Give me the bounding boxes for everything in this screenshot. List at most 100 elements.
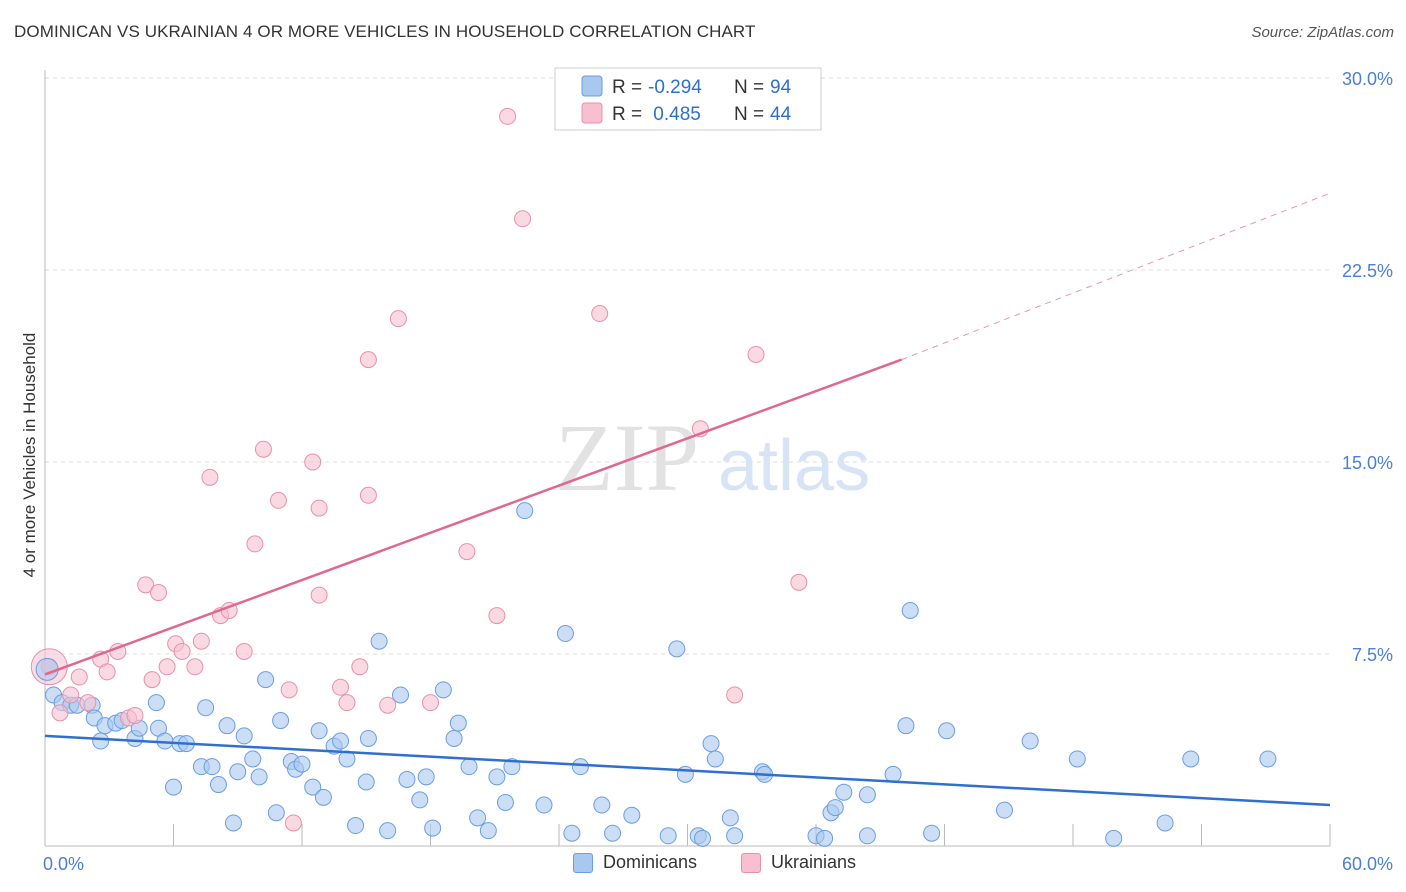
- dominican-point: [304, 778, 322, 796]
- ukrainian-point: [186, 658, 204, 676]
- legend-swatch-dominicans: [581, 75, 603, 97]
- dominican-point: [503, 758, 521, 776]
- ukrainian-point: [62, 686, 80, 704]
- ukrainian-point: [359, 486, 377, 504]
- x-tick-label-max: 60.0%: [1342, 854, 1393, 874]
- legend-n-label-1: N =: [734, 77, 764, 98]
- dominican-point: [417, 768, 435, 786]
- ukrainian-point: [499, 107, 517, 125]
- dominican-point: [816, 829, 834, 847]
- dominican-point: [901, 601, 919, 619]
- dominican-point-large: [35, 657, 59, 681]
- dominican-point: [923, 824, 941, 842]
- dominican-point: [858, 827, 876, 845]
- ukrainian-point: [379, 696, 397, 714]
- dominican-point: [224, 814, 242, 832]
- ukrainian-point: [359, 351, 377, 369]
- y-tick-label: 30.0%: [1342, 69, 1393, 89]
- dominican-point: [147, 694, 165, 712]
- dominican-point: [370, 632, 388, 650]
- dominican-point: [469, 809, 487, 827]
- ukrainian-point: [137, 576, 155, 594]
- dominican-point: [693, 829, 711, 847]
- ukrainian-point: [70, 668, 88, 686]
- legend-label-ukrainians: Ukrainians: [771, 852, 857, 872]
- dominican-point: [516, 502, 534, 520]
- ukrainian-point: [126, 706, 144, 724]
- ukrainian-point: [310, 586, 328, 604]
- dominican-trend-line: [44, 734, 1331, 807]
- ukrainian-point: [514, 210, 532, 228]
- dominican-point: [604, 824, 622, 842]
- y-tick-label: 15.0%: [1342, 453, 1393, 473]
- dominican-point: [702, 735, 720, 753]
- dominican-point: [1259, 750, 1277, 768]
- x-tick-label-min: 0.0%: [43, 854, 84, 874]
- ukrainian-point: [304, 453, 322, 471]
- y-tick-label: 7.5%: [1352, 645, 1393, 665]
- dominican-point: [623, 806, 641, 824]
- ukrainian-point: [246, 535, 264, 553]
- dominican-point: [668, 640, 686, 658]
- dominican-point: [563, 824, 581, 842]
- ukrainian-trend-line: [44, 358, 903, 676]
- dominican-point: [235, 727, 253, 745]
- ukrainian-point: [51, 704, 69, 722]
- trend-lines: [44, 192, 1331, 807]
- dominican-point: [726, 827, 744, 845]
- ukrainian-point: [269, 491, 287, 509]
- dominican-point: [1182, 750, 1200, 768]
- ukrainian-point: [98, 663, 116, 681]
- dominican-point: [556, 625, 574, 643]
- ukrainian-trend-extension: [901, 192, 1331, 361]
- dominican-point: [272, 712, 290, 730]
- dominican-point: [310, 722, 328, 740]
- dominican-point: [593, 796, 611, 814]
- legend-r-label-1: R =: [612, 77, 642, 98]
- source-credit: Source: ZipAtlas.com: [1251, 24, 1394, 41]
- data-points: [30, 107, 1277, 847]
- dominican-point: [479, 822, 497, 840]
- legend-r-label-2: R =: [612, 104, 642, 125]
- ukrainian-point: [458, 543, 476, 561]
- ukrainian-point: [284, 814, 302, 832]
- dominican-point: [938, 722, 956, 740]
- dominican-point: [229, 763, 247, 781]
- legend-n-label-2: N =: [734, 104, 764, 125]
- dominican-point: [571, 758, 589, 776]
- dominican-point: [995, 801, 1013, 819]
- dominican-point: [1105, 829, 1123, 847]
- y-tick-label: 22.5%: [1342, 261, 1393, 281]
- dominican-point: [314, 788, 332, 806]
- ukrainian-point: [150, 584, 168, 602]
- dominican-point: [496, 793, 514, 811]
- legend-label-dominicans: Dominicans: [603, 852, 698, 872]
- dominican-point: [488, 768, 506, 786]
- ukrainian-point: [254, 440, 272, 458]
- legend-item-ukrainians: Ukrainians: [741, 852, 856, 873]
- legend-top: R = -0.294 N = 94 R = 0.485 N = 44: [554, 67, 822, 131]
- dominican-point: [347, 817, 365, 835]
- ukrainian-point: [488, 607, 506, 625]
- ukrainian-point: [310, 499, 328, 517]
- dominican-point: [250, 768, 268, 786]
- x-tick-labels: 0.0% 60.0%: [43, 854, 1393, 874]
- dominican-point: [706, 750, 724, 768]
- ukrainian-point: [591, 305, 609, 323]
- ukrainian-point: [79, 694, 97, 712]
- ukrainian-point: [201, 468, 219, 486]
- ukrainian-point: [351, 658, 369, 676]
- ukrainian-point: [747, 345, 765, 363]
- dominican-point: [676, 765, 694, 783]
- watermark-zip: ZIP: [555, 404, 699, 511]
- dominican-point: [659, 827, 677, 845]
- legend-r-value-2: 0.485: [648, 104, 701, 125]
- dominican-point: [449, 714, 467, 732]
- dominican-point: [209, 776, 227, 794]
- chart-title: DOMINICAN VS UKRAINIAN 4 OR MORE VEHICLE…: [14, 22, 756, 41]
- legend-swatch-dominicans-bottom: [573, 852, 593, 873]
- dominican-point: [1068, 750, 1086, 768]
- dominican-point: [244, 750, 262, 768]
- dominican-point: [411, 791, 429, 809]
